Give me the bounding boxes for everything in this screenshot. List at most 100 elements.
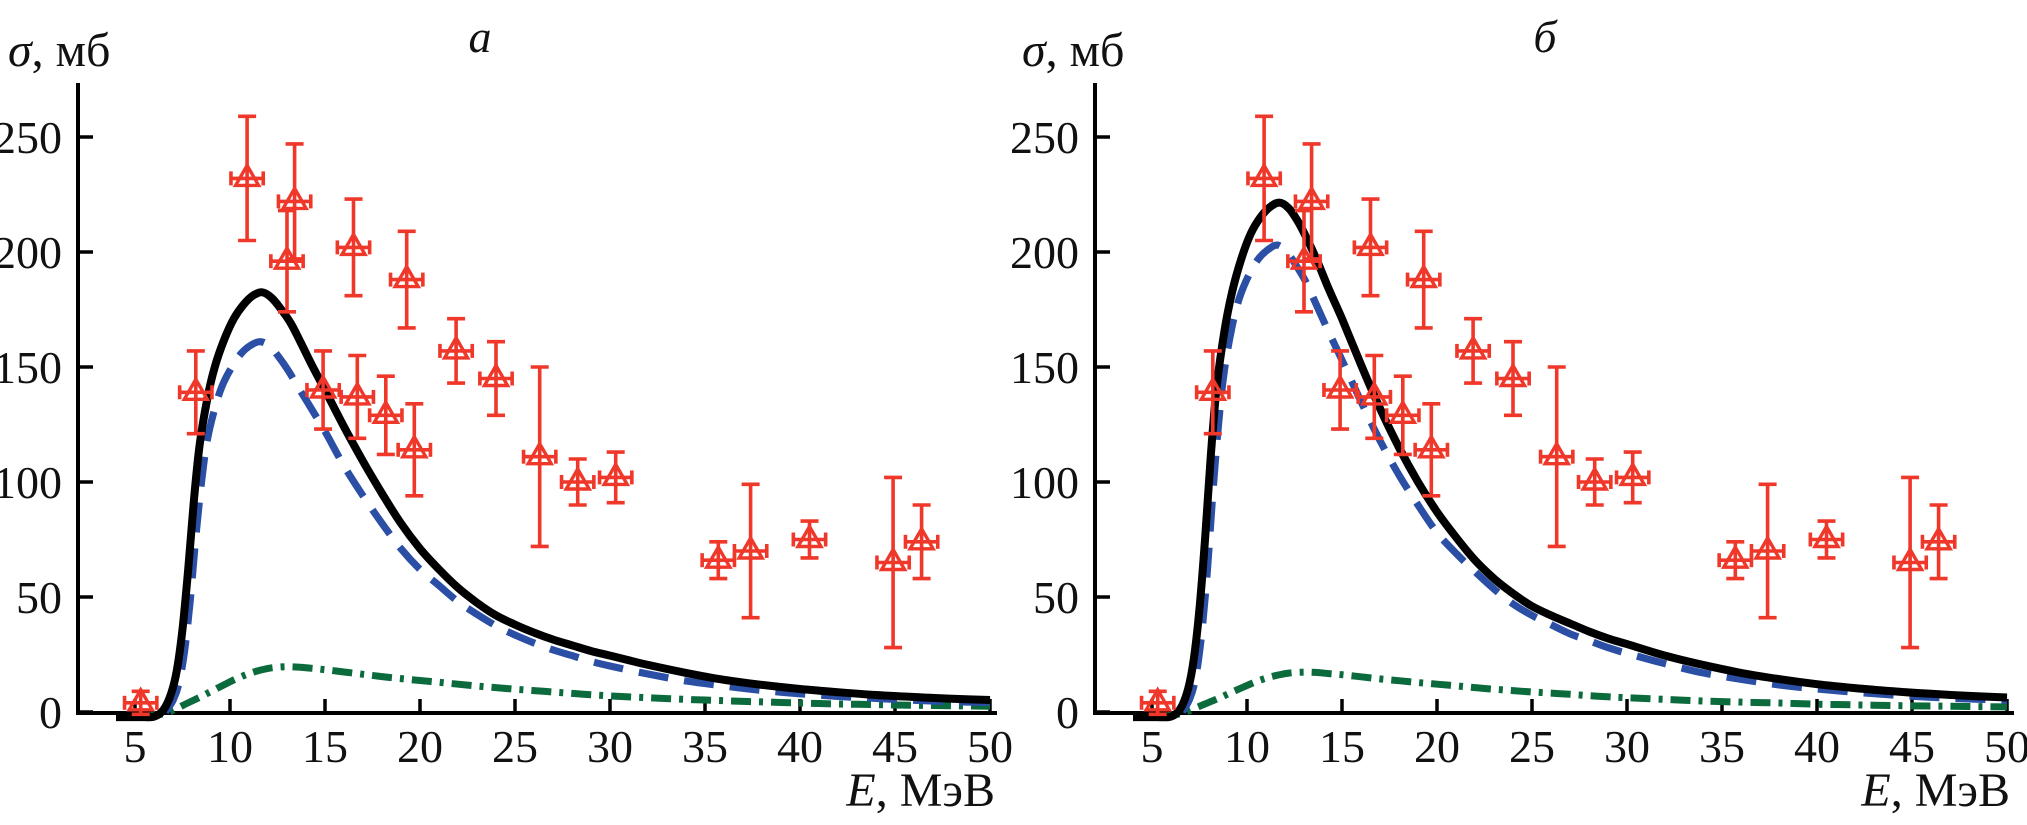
x-tick-label: 20 — [397, 721, 443, 772]
experimental-point — [1293, 142, 1330, 261]
x-tick-label: 40 — [1794, 721, 1840, 772]
triangle-marker — [441, 334, 471, 360]
experimental-point — [1808, 519, 1845, 560]
triangle-marker — [1356, 230, 1385, 257]
axis-frame — [76, 83, 997, 715]
y-tick-label: 50 — [1033, 572, 1079, 623]
x-axis-unit: , МэВ — [876, 764, 995, 817]
x-axis-title: E, МэВ — [845, 764, 995, 817]
y-tick-label: 150 — [0, 342, 62, 393]
triangle-marker — [308, 373, 338, 399]
triangle-marker — [1297, 184, 1327, 211]
experimental-point — [177, 349, 214, 436]
x-axis-unit: , МэВ — [1891, 764, 2010, 817]
x-tick-label: 50 — [967, 721, 1013, 772]
experimental-point — [1920, 503, 1957, 581]
triangle-marker — [878, 546, 908, 572]
experimental-point — [276, 142, 313, 261]
experimental-point — [1413, 401, 1450, 498]
y-tick-label: 250 — [0, 112, 62, 163]
experimental-point — [305, 349, 342, 431]
experimental-point — [438, 316, 475, 385]
triangle-marker — [342, 380, 372, 406]
triangle-marker — [703, 543, 733, 569]
triangle-marker — [181, 375, 211, 401]
triangle-marker — [795, 523, 824, 549]
x-tick-label: 45 — [1889, 721, 1935, 772]
experimental-point — [875, 475, 912, 650]
energy-symbol: E — [845, 764, 875, 817]
experimental-point — [732, 482, 769, 620]
triangle-marker — [1542, 440, 1572, 466]
triangle-marker — [907, 525, 937, 551]
triangle-marker — [1198, 375, 1228, 401]
experimental-point — [1614, 450, 1651, 505]
triangle-marker — [1325, 373, 1355, 399]
experimental-point — [1495, 339, 1531, 418]
experimental-point — [1139, 686, 1176, 717]
y-tick-label: 0 — [1056, 687, 1079, 738]
experimental-point — [521, 365, 558, 549]
dashdot-green-curve — [142, 663, 991, 721]
experimental-point — [335, 197, 372, 298]
y-axis-title: σ, мб — [1022, 24, 1124, 77]
triangle-marker — [1753, 534, 1783, 560]
experimental-point — [597, 450, 634, 505]
experimental-point — [367, 374, 404, 457]
triangle-marker — [1924, 525, 1954, 551]
x-tick-label: 30 — [587, 721, 633, 772]
experimental-point — [339, 353, 376, 441]
y-tick-label: 250 — [1010, 112, 1079, 163]
x-tick-label: 15 — [1319, 721, 1365, 772]
experimental-point — [229, 114, 266, 243]
y-tick-label: 200 — [0, 227, 62, 278]
triangle-marker — [1143, 686, 1173, 712]
experimental-point — [1356, 353, 1393, 441]
experimental-point — [1576, 457, 1613, 507]
x-tick-label: 35 — [682, 721, 728, 772]
triangle-marker — [1458, 334, 1488, 360]
x-tick-label: 10 — [207, 721, 253, 772]
solid-black-curve — [116, 288, 991, 722]
x-tick-label: 5 — [124, 721, 147, 772]
sigma-symbol: σ — [1022, 24, 1048, 77]
triangle-marker — [371, 398, 401, 424]
y-axis-unit: , мб — [32, 24, 111, 77]
x-tick-label: 35 — [1699, 721, 1745, 772]
y-tick-label: 200 — [1010, 227, 1079, 278]
y-tick-label: 0 — [39, 687, 62, 738]
experimental-point — [791, 519, 828, 560]
y-axis-title: σ, мб — [8, 24, 110, 77]
triangle-marker — [1388, 398, 1418, 424]
sigma-symbol: σ — [8, 24, 34, 77]
x-tick-label: 15 — [302, 721, 348, 772]
triangle-marker — [1720, 543, 1750, 569]
dashed-blue-curve — [162, 338, 991, 715]
experimental-point — [1455, 316, 1492, 385]
experimental-point — [1384, 374, 1421, 457]
x-tick-label: 50 — [1984, 721, 2027, 772]
y-tick-label: 150 — [1010, 342, 1079, 393]
triangle-marker — [1416, 433, 1446, 459]
experimental-point — [1352, 197, 1389, 298]
experimental-point — [388, 229, 425, 330]
panel-b: 5 10 15 20 25 30 35 40 45 50 0 50 100 150 200 250 б σ, мб… — [1010, 11, 2027, 817]
triangle-marker — [563, 465, 593, 491]
y-tick-label: 100 — [1010, 457, 1079, 508]
y-tick-label: 50 — [16, 572, 62, 623]
y-axis-unit: , мб — [1046, 24, 1125, 77]
energy-symbol: E — [1860, 764, 1890, 817]
triangle-marker — [1359, 380, 1389, 406]
experimental-point — [700, 539, 737, 581]
experimental-point — [122, 686, 159, 717]
triangle-marker — [126, 686, 156, 712]
panel-title: б — [1533, 11, 1558, 62]
experimental-point — [396, 401, 433, 498]
triangle-marker — [525, 440, 555, 466]
solid-black-curve — [1133, 198, 2008, 722]
panel-a: 5 10 15 20 25 30 35 40 45 50 0 50 100 150 200 250 а σ, мб… — [0, 11, 1013, 817]
x-tick-label: 45 — [872, 721, 918, 772]
x-tick-label: 5 — [1141, 721, 1164, 772]
triangle-marker — [399, 433, 429, 459]
triangle-marker — [232, 161, 262, 188]
